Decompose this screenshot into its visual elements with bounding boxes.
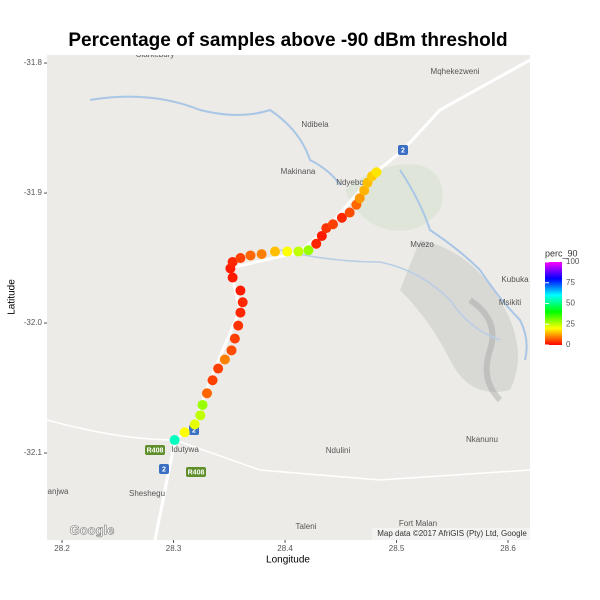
data-point [311, 238, 322, 249]
data-point [207, 375, 218, 386]
place-label: Mvezo [410, 240, 434, 249]
x-tick-label: 28.4 [277, 544, 293, 553]
x-tick-label: 28.6 [500, 544, 516, 553]
data-point [227, 272, 238, 283]
legend-tick-label: 100 [566, 257, 580, 266]
data-point [293, 246, 304, 257]
data-point [316, 230, 327, 241]
attribution: Map data ©2017 AfriGIS (Pty) Ltd, Google [377, 529, 527, 538]
place-label: Taleni [296, 522, 317, 531]
legend-tick-label: 0 [566, 340, 571, 349]
data-point [336, 212, 347, 223]
place-label: Clarkebury [136, 50, 175, 59]
data-point [245, 250, 256, 261]
data-point [282, 246, 293, 257]
data-point [226, 345, 237, 356]
data-point [354, 193, 365, 204]
data-point [237, 297, 248, 308]
legend-tick-label: 75 [566, 278, 575, 287]
attribution-box [372, 528, 530, 540]
road-shield [159, 464, 169, 474]
data-point [256, 249, 267, 260]
place-label: Ndulini [326, 446, 351, 455]
colorbar [545, 262, 562, 345]
y-tick-label: -32.1 [24, 448, 43, 457]
data-point [195, 410, 206, 421]
place-label: Makinana [281, 167, 316, 176]
map: Google Map data ©2017 AfriGIS (Pty) Ltd,… [47, 50, 530, 540]
ridge [468, 297, 503, 403]
data-point [219, 354, 230, 365]
data-point [227, 256, 238, 267]
x-tick-label: 28.3 [166, 544, 182, 553]
data-point [235, 307, 246, 318]
data-point [189, 419, 200, 430]
y-tick-label: -31.8 [24, 58, 43, 67]
place-label: Idutywa [171, 445, 199, 454]
data-point [359, 185, 370, 196]
chart-title: Percentage of samples above -90 dBm thre… [68, 30, 507, 51]
place-label: Ndyebo [336, 178, 364, 187]
data-point [235, 253, 246, 264]
road-shield-label: R408 [147, 447, 164, 454]
data-point [235, 285, 246, 296]
data-point [344, 207, 355, 218]
data-point [270, 246, 281, 257]
road-shield [186, 467, 206, 477]
data-point [371, 167, 382, 178]
road-shield [398, 145, 408, 155]
x-tick-label: 28.2 [54, 544, 70, 553]
road-shield [145, 445, 165, 455]
legend-tick-label: 50 [566, 299, 575, 308]
place-label: Ndibela [301, 120, 329, 129]
place-label: Nkanunu [466, 435, 498, 444]
y-tick-label: -32.0 [24, 318, 43, 327]
google-logo: Google [70, 522, 115, 537]
legend-title: perc_90 [545, 248, 578, 258]
legend-tick-label: 25 [566, 319, 575, 328]
y-tick-label: -31.9 [24, 188, 43, 197]
hills [400, 240, 518, 392]
river [279, 249, 501, 341]
data-point [213, 363, 224, 374]
place-label: Msikiti [499, 298, 521, 307]
place-label: Sheshegu [129, 489, 165, 498]
road-shield-label: 2 [401, 147, 405, 154]
river [399, 169, 528, 361]
data-point [197, 399, 208, 410]
road-shield-label: 2 [162, 466, 166, 473]
data-point [169, 435, 180, 446]
place-label: Fort Malan [399, 519, 437, 528]
data-point [327, 219, 338, 230]
river [89, 95, 341, 186]
data-point [201, 388, 212, 399]
road [47, 419, 530, 481]
data-point [179, 427, 190, 438]
place-label: Mqhekezweni [431, 67, 480, 76]
x-tick-label: 28.5 [389, 544, 405, 553]
data-point [229, 333, 240, 344]
place-label: Kubuka [501, 275, 529, 284]
y-axis-title: Latitude [7, 279, 18, 315]
road-shield-label: R408 [188, 469, 205, 476]
x-axis-title: Longitude [266, 555, 310, 566]
place-label: anjwa [48, 487, 69, 496]
data-point [233, 320, 244, 331]
road-shield-label: 2 [192, 427, 196, 434]
data-point [303, 245, 314, 256]
